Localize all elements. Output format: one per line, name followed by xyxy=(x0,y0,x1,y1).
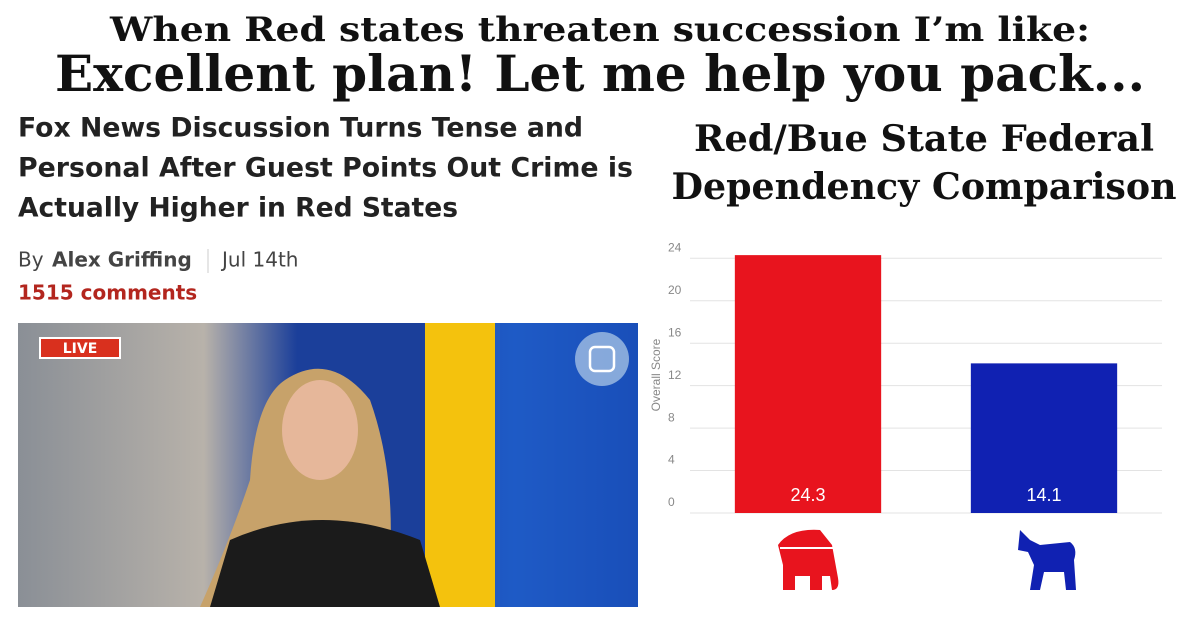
y-tick-label: 0 xyxy=(668,495,675,509)
y-tick-label: 4 xyxy=(668,453,675,467)
live-badge: LIVE xyxy=(63,341,98,357)
headline: Fox News Discussion Turns Tense and Perso… xyxy=(18,113,633,224)
donkey-icon xyxy=(1018,530,1076,590)
y-tick-label: 24 xyxy=(668,240,682,254)
photo: LIVE xyxy=(18,323,638,607)
bar xyxy=(734,255,882,514)
y-tick-label: 12 xyxy=(668,368,682,382)
headline-line: Fox News Discussion Turns Tense and xyxy=(18,113,583,144)
bar xyxy=(970,363,1118,513)
headline-line: Personal After Guest Points Out Crime is xyxy=(18,153,633,184)
y-axis-label: Overall Score xyxy=(649,338,663,411)
author: Alex Griffing xyxy=(52,248,192,272)
y-tick-label: 8 xyxy=(668,410,675,424)
y-tick-label: 16 xyxy=(668,325,682,339)
headline-line: Actually Higher in Red States xyxy=(18,193,458,224)
chart-title: Red/Bue State Federal xyxy=(694,118,1154,160)
byline-by: By xyxy=(18,248,44,272)
data-label: 14.1 xyxy=(1026,485,1061,505)
date: Jul 14th xyxy=(220,248,298,272)
data-label: 24.3 xyxy=(790,485,825,505)
y-tick-label: 20 xyxy=(668,283,682,297)
chart-title: Dependency Comparison xyxy=(672,166,1177,208)
meme-bottom: Excellent plan! Let me help you pack... xyxy=(55,44,1145,103)
comments[interactable]: 1515 comments xyxy=(18,281,197,305)
meme-top: When Red states threaten succession I’m … xyxy=(109,10,1090,50)
elephant-icon xyxy=(778,529,839,590)
chart: Red/Bue State Federal Dependency Compari… xyxy=(649,118,1177,514)
